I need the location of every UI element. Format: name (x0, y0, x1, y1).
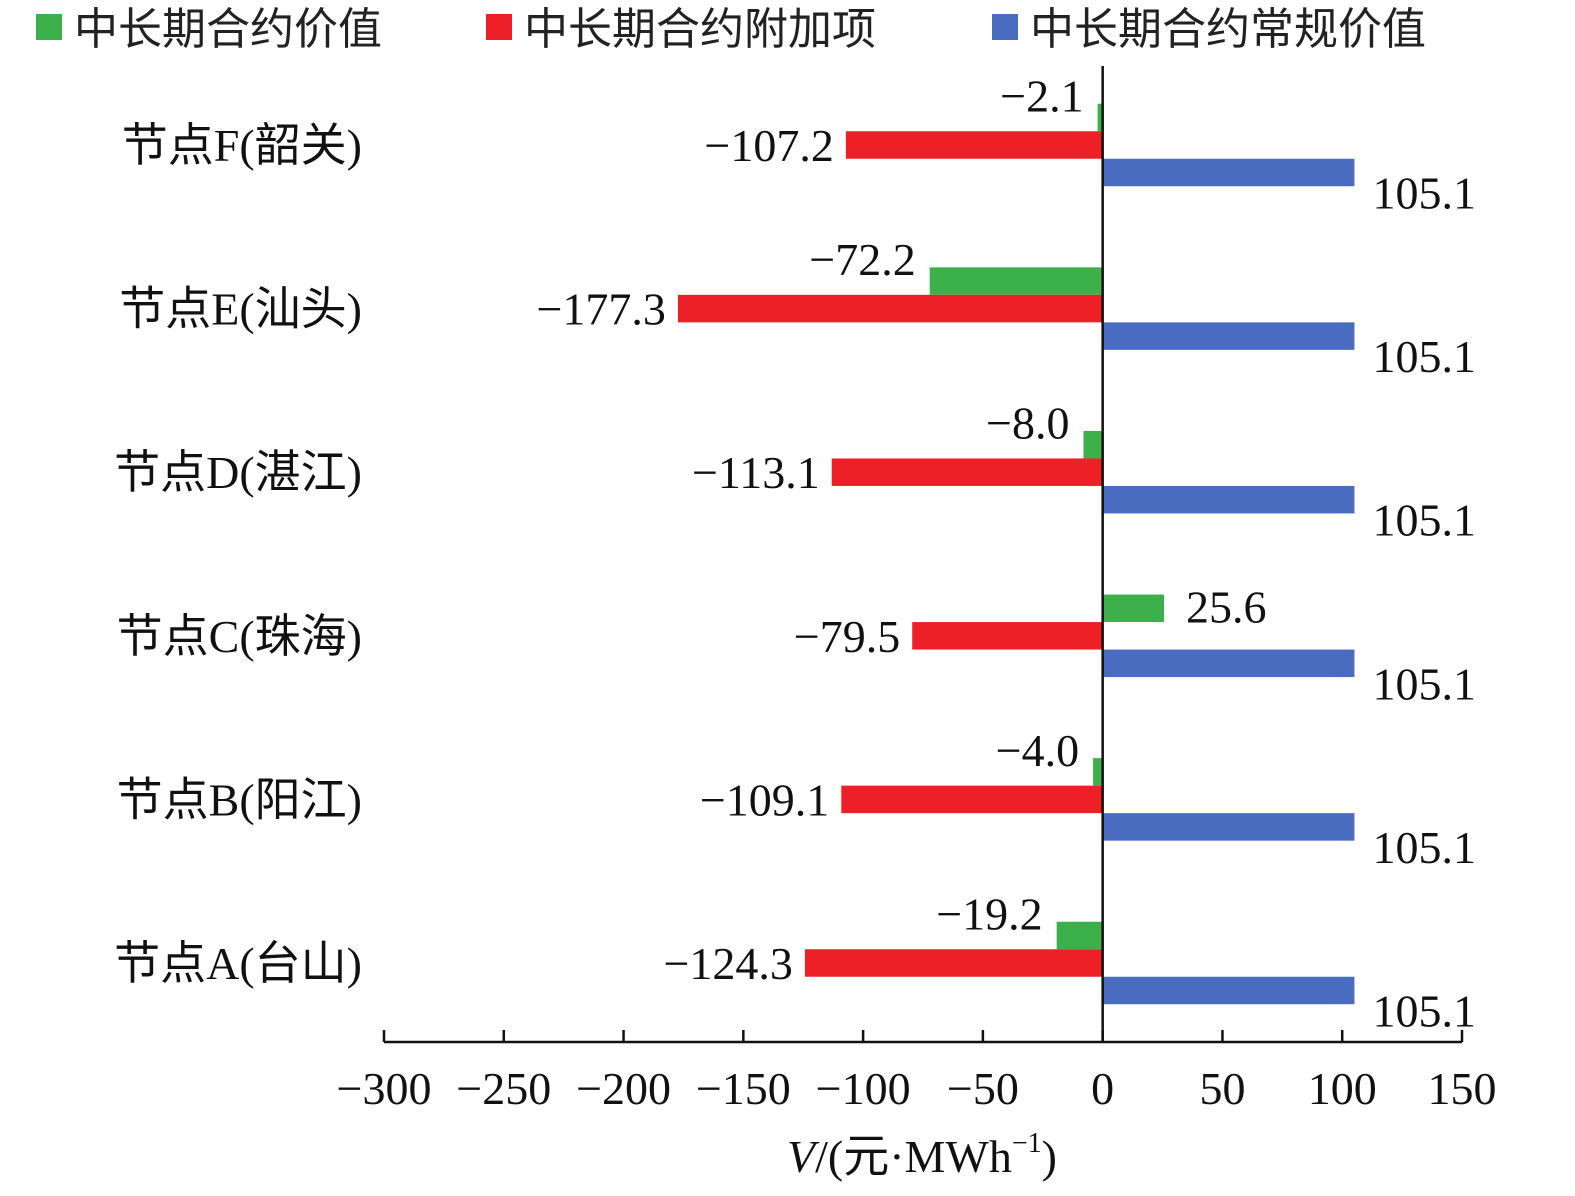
data-label: −113.1 (692, 447, 820, 498)
x-tick-label: −200 (576, 1063, 671, 1114)
category-label: 节点F(韶关) (122, 120, 362, 171)
bar (1093, 758, 1103, 786)
legend-swatch (992, 14, 1018, 40)
category-label: 节点B(阳江) (117, 774, 362, 825)
x-tick-label: 50 (1199, 1063, 1245, 1114)
x-tick-label: −100 (816, 1063, 911, 1114)
bar (1083, 430, 1103, 459)
bar (1102, 322, 1355, 350)
data-label: 105.1 (1372, 331, 1476, 382)
x-tick-label: −300 (337, 1063, 432, 1114)
data-labels: −19.2 −124.3 105.1 −4.0 −109.1 105.1 25.6 −79.5… (536, 71, 1475, 1037)
bar (804, 949, 1103, 977)
data-label: 105.1 (1372, 986, 1476, 1037)
bar (1102, 649, 1355, 678)
bar (912, 622, 1103, 650)
data-label: 105.1 (1372, 495, 1476, 546)
category-label: 节点C(珠海) (117, 611, 362, 662)
category-label: 节点A(台山) (114, 938, 362, 989)
bar (1102, 485, 1355, 514)
bar (1097, 103, 1103, 132)
data-label: 25.6 (1186, 581, 1267, 632)
bar (845, 131, 1103, 159)
data-label: −72.2 (809, 234, 915, 285)
x-tick-label: −150 (696, 1063, 791, 1114)
legend-item: 中长期合约附加项 (486, 4, 876, 55)
x-axis-title-text: /(元·MWh (815, 1131, 1012, 1182)
x-axis-title-italic: V (787, 1131, 820, 1182)
bar (1102, 158, 1355, 187)
x-tick-label: 150 (1428, 1063, 1497, 1114)
legend-label: 中长期合约价值 (74, 4, 382, 55)
data-label: −4.0 (996, 725, 1079, 776)
x-tick-label: −50 (947, 1063, 1019, 1114)
data-label: −19.2 (936, 889, 1042, 940)
legend-swatch (36, 14, 62, 40)
data-label: −79.5 (794, 611, 900, 662)
bars (677, 103, 1355, 1005)
bar (1056, 921, 1103, 950)
bar (929, 267, 1103, 295)
bar (1102, 976, 1355, 1005)
legend: 中长期合约价值 中长期合约附加项 中长期合约常规价值 (36, 4, 1426, 55)
data-label: −107.2 (704, 120, 833, 171)
data-label: −177.3 (536, 284, 665, 335)
data-label: −2.1 (1000, 71, 1083, 122)
bar (831, 458, 1103, 486)
data-label: −109.1 (700, 774, 829, 825)
category-label: 节点D(湛江) (114, 447, 362, 498)
data-label: 105.1 (1372, 168, 1476, 219)
category-labels: 节点A(台山) 节点B(阳江) 节点C(珠海) 节点D(湛江) 节点E(汕头) 节点F(韶… (114, 120, 362, 989)
bar (1102, 813, 1355, 841)
x-axis-title: V/(元·MWh−1) (787, 1128, 1057, 1182)
bar (1102, 594, 1164, 623)
category-label: 节点E(汕头) (119, 284, 362, 335)
x-tick-label: −250 (456, 1063, 551, 1114)
data-label: 105.1 (1372, 822, 1476, 873)
legend-label: 中长期合约常规价值 (1030, 4, 1426, 55)
x-tick-label: 100 (1308, 1063, 1377, 1114)
bar (841, 785, 1103, 814)
legend-item: 中长期合约常规价值 (992, 4, 1426, 55)
x-axis-title-close: ) (1042, 1131, 1057, 1182)
legend-swatch (486, 14, 512, 40)
x-tick-label: 0 (1091, 1063, 1114, 1114)
axes: −300 −250 −200 −150 −100 −50 0 50 100 150 (337, 66, 1497, 1114)
legend-item: 中长期合约价值 (36, 4, 382, 55)
data-label: 105.1 (1372, 658, 1476, 709)
legend-label: 中长期合约附加项 (524, 4, 876, 55)
x-axis-title-sup: −1 (1012, 1128, 1042, 1159)
data-label: −124.3 (663, 938, 792, 989)
bar (677, 294, 1103, 323)
data-label: −8.0 (986, 398, 1069, 449)
